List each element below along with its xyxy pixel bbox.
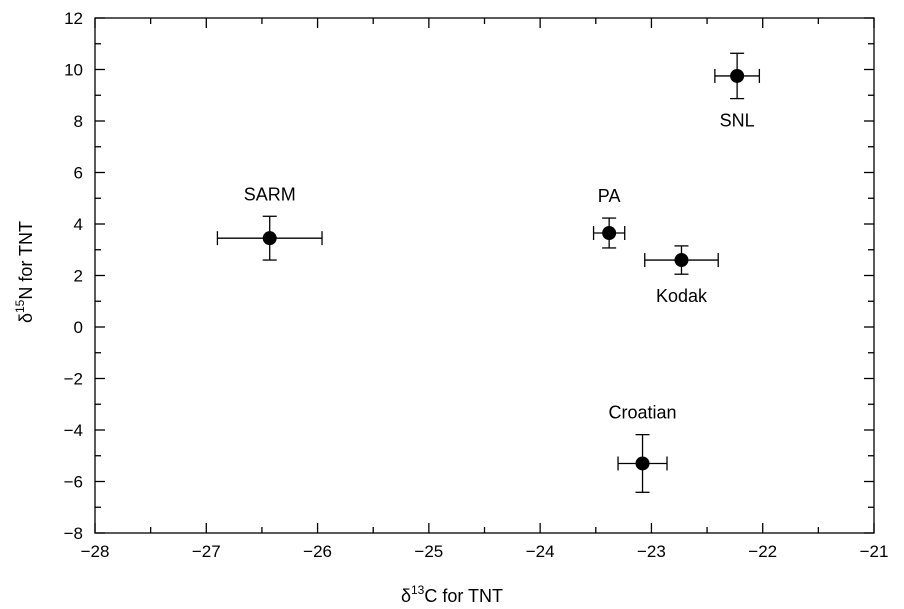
y-axis-label-prefix: δ [16, 313, 36, 323]
data-point-sarm [262, 231, 277, 246]
x-tick-label: −27 [192, 542, 221, 561]
y-axis-label-suffix: N for TNT [16, 221, 36, 300]
x-tick-label: −26 [303, 542, 332, 561]
x-tick-label: −24 [526, 542, 555, 561]
point-label-kodak: Kodak [656, 286, 708, 306]
point-label-snl: SNL [720, 111, 755, 131]
y-tick-label: 6 [74, 164, 83, 183]
y-tick-label: 2 [74, 267, 83, 286]
x-axis-label: δ13C for TNT [401, 583, 503, 606]
x-axis-label-sup: 13 [411, 583, 425, 597]
point-label-pa: PA [598, 186, 621, 206]
x-axis-label-suffix: C for TNT [424, 586, 503, 606]
data-point-croatian [635, 456, 650, 471]
data-point-pa [602, 226, 617, 241]
y-tick-label: 4 [74, 215, 83, 234]
x-tick-label: −25 [414, 542, 443, 561]
x-tick-label: −28 [81, 542, 110, 561]
x-tick-label: −21 [860, 542, 889, 561]
y-tick-label: −4 [64, 421, 83, 440]
y-tick-label: 10 [64, 61, 83, 80]
ticks-layer: −28 −27 −26 −25 −24 −23 −22 −21 −8 −6 −4 −2 0 2 4 6 8 10 1… [64, 9, 889, 561]
y-tick-label: −6 [64, 473, 83, 492]
point-label-sarm: SARM [244, 184, 296, 204]
y-tick-label: 12 [64, 9, 83, 28]
points-layer [262, 68, 745, 471]
y-tick-label: −8 [64, 524, 83, 543]
point-labels-layer: SARM PA Kodak SNL Croatian [244, 111, 755, 423]
y-tick-label: −2 [64, 370, 83, 389]
y-tick-label: 8 [74, 112, 83, 131]
y-axis-label: δ15N for TNT [13, 221, 36, 323]
y-tick-label: 0 [74, 318, 83, 337]
error-bars-layer [216, 52, 761, 493]
x-tick-label: −22 [748, 542, 777, 561]
data-point-kodak [674, 253, 689, 268]
data-point-snl [730, 68, 745, 83]
plot-frame [94, 17, 875, 534]
y-axis-label-sup: 15 [13, 299, 27, 313]
point-label-croatian: Croatian [609, 403, 677, 423]
x-tick-label: −23 [637, 542, 666, 561]
x-axis-label-prefix: δ [401, 586, 411, 606]
